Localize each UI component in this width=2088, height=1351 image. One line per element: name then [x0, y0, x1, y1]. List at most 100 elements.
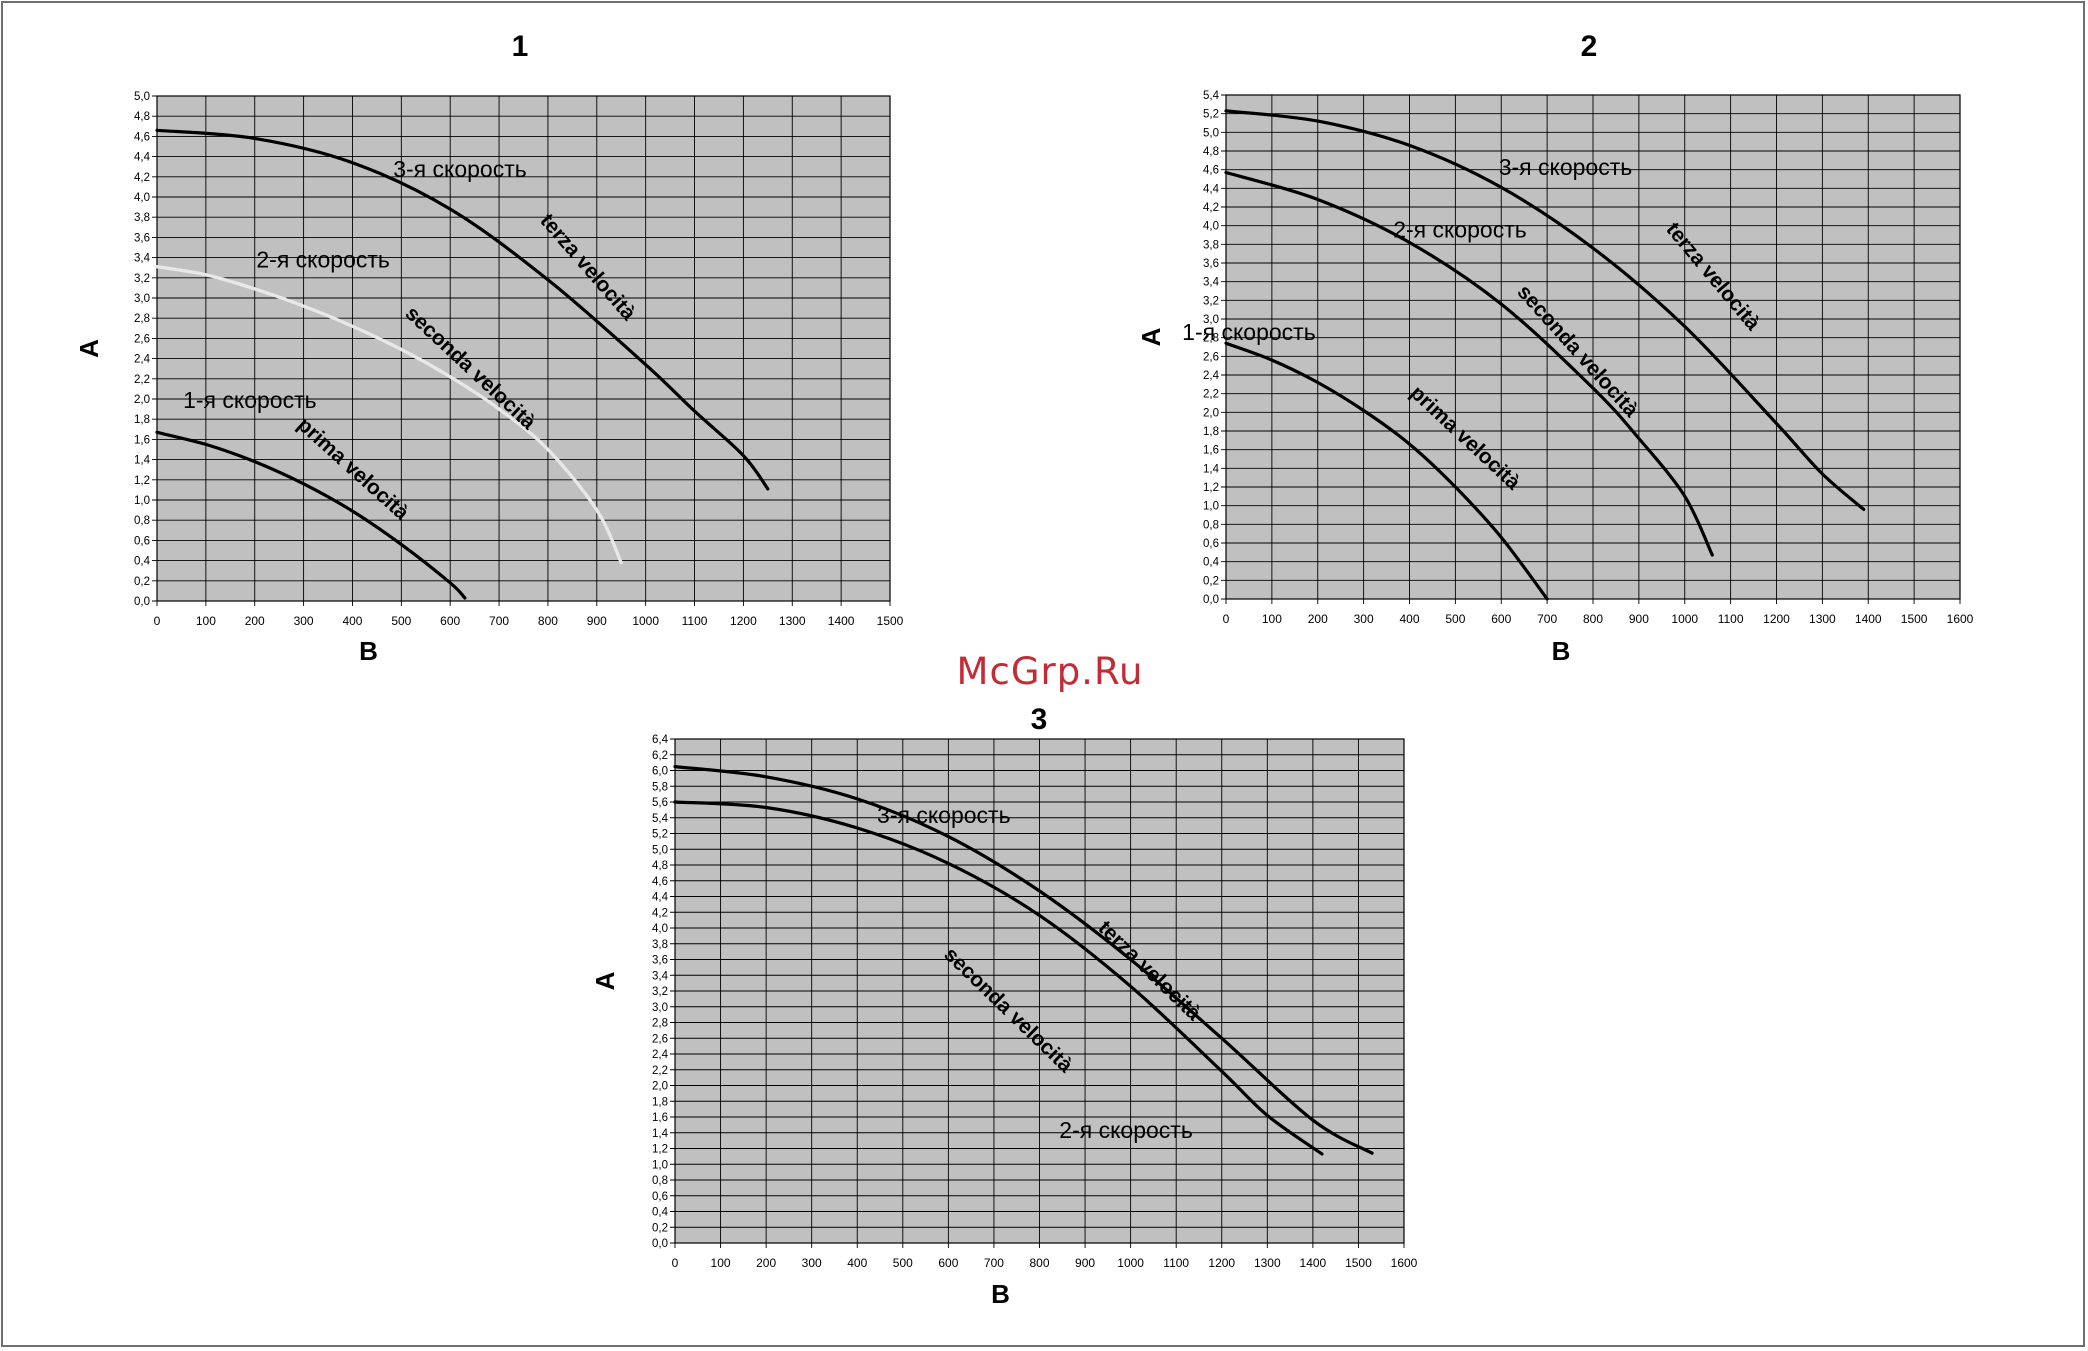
x-tick-label: 1200: [730, 614, 757, 628]
y-tick-label: 4,4: [134, 152, 151, 164]
y-tick-label: 1,8: [1203, 426, 1219, 438]
y-tick-label: 0,6: [134, 535, 150, 547]
x-tick-label: 1300: [1809, 612, 1836, 626]
y-tick-label: 5,2: [1203, 109, 1219, 121]
y-tick-label: 3,0: [1203, 314, 1219, 326]
y-tick-label: 3,4: [652, 970, 669, 982]
y-tick-label: 3,8: [1203, 239, 1219, 251]
curve-label: 3-я скорость: [877, 802, 1011, 828]
y-tick-label: 1,2: [134, 475, 150, 487]
y-tick-label: 3,6: [134, 232, 150, 244]
x-tick-label: 500: [391, 614, 411, 628]
chart-title: 1: [512, 30, 529, 63]
x-axis-label: B: [359, 636, 378, 666]
x-tick-label: 0: [672, 1256, 679, 1270]
x-tick-label: 1100: [1718, 612, 1744, 626]
y-tick-label: 0,0: [652, 1238, 668, 1250]
y-axis-label: A: [590, 971, 620, 990]
x-tick-label: 1500: [1345, 1256, 1372, 1270]
y-tick-label: 3,6: [1203, 258, 1219, 270]
series-line: [155, 128, 770, 491]
x-tick-label: 300: [802, 1256, 822, 1270]
y-tick-label: 1,0: [134, 495, 150, 507]
x-tick-label: 800: [538, 614, 558, 628]
series-line: [1224, 341, 1549, 601]
x-tick-label: 400: [1399, 612, 1419, 626]
x-tick-label: 1600: [1391, 1256, 1418, 1270]
x-tick-label: 1500: [1901, 612, 1928, 626]
series-line: [673, 765, 1374, 1155]
y-tick-label: 5,8: [652, 781, 668, 793]
y-tick-label: 4,8: [134, 111, 150, 123]
y-tick-label: 6,4: [652, 734, 669, 746]
y-tick-label: 0,6: [1203, 538, 1219, 550]
y-tick-label: 4,4: [1203, 183, 1220, 195]
x-tick-label: 1400: [1300, 1256, 1327, 1270]
y-tick-label: 3,2: [134, 273, 150, 285]
y-tick-label: 5,4: [652, 813, 669, 825]
x-tick-label: 1100: [1163, 1256, 1189, 1270]
chart-1: 1 0 100 200 300 400 500 600 700 800 900 1000 1100 120…: [74, 30, 904, 666]
y-tick-label: 0,0: [134, 596, 150, 608]
y-tick-label: 2,2: [652, 1065, 668, 1077]
x-tick-label: 1500: [877, 614, 904, 628]
x-tick-label: 200: [245, 614, 265, 628]
x-tick-label: 1300: [779, 614, 806, 628]
x-tick-label: 1400: [828, 614, 855, 628]
y-tick-label: 0,2: [652, 1222, 668, 1234]
x-tick-label: 900: [1075, 1256, 1095, 1270]
y-tick-label: 4,8: [652, 860, 668, 872]
y-tick-label: 0,4: [134, 556, 151, 568]
y-tick-label: 3,6: [652, 955, 668, 967]
y-tick-label: 0,4: [1203, 557, 1220, 569]
y-tick-label: 0,2: [134, 576, 150, 588]
y-tick-label: 2,0: [1203, 407, 1219, 419]
chart-title: 2: [1581, 30, 1598, 63]
y-tick-label: 1,8: [134, 414, 150, 426]
curve-label: 2-я скорость: [1393, 216, 1527, 242]
chart-2: 2 0 100 200 300 400 500 600 700 800 900 1000 1100 120…: [1136, 30, 1974, 666]
y-tick-label: 2,0: [652, 1081, 668, 1093]
y-tick-label: 2,2: [1203, 389, 1219, 401]
y-tick-label: 0,6: [652, 1191, 668, 1203]
y-tick-label: 2,6: [652, 1033, 668, 1045]
curve-label: 1-я скорость: [183, 387, 317, 413]
series-line: [155, 430, 467, 600]
x-tick-label: 300: [1354, 612, 1374, 626]
y-tick-label: 4,0: [1203, 221, 1219, 233]
y-tick-label: 0,8: [1203, 519, 1219, 531]
chart-title: 3: [1031, 703, 1048, 736]
x-tick-label: 100: [711, 1256, 731, 1270]
series-line: [1224, 109, 1866, 511]
x-tick-label: 200: [1308, 612, 1328, 626]
y-tick-label: 2,6: [134, 333, 150, 345]
y-tick-label: 2,8: [134, 313, 150, 325]
y-tick-label: 1,8: [652, 1096, 668, 1108]
x-tick-label: 1200: [1208, 1256, 1235, 1270]
y-tick-label: 0,8: [652, 1175, 668, 1187]
y-tick-label: 1,6: [652, 1112, 668, 1124]
y-tick-label: 5,6: [652, 797, 668, 809]
x-tick-label: 700: [489, 614, 509, 628]
y-tick-label: 3,0: [652, 1002, 668, 1014]
y-tick-label: 1,2: [652, 1144, 668, 1156]
y-tick-label: 4,6: [652, 876, 668, 888]
y-tick-label: 4,2: [652, 907, 668, 919]
x-tick-label: 500: [1445, 612, 1465, 626]
curve-label: 1-я скорость: [1182, 319, 1316, 345]
x-tick-label: 1000: [1671, 612, 1698, 626]
y-axis-label: A: [1136, 327, 1166, 346]
y-tick-label: 5,0: [1203, 127, 1219, 139]
x-tick-label: 600: [938, 1256, 958, 1270]
x-tick-label: 900: [1629, 612, 1649, 626]
chart-3: 3 0 100 200 300 400 500 600 700 800 900 1000 1100 120…: [590, 703, 1418, 1309]
y-tick-label: 2,0: [134, 394, 150, 406]
y-tick-label: 2,8: [1203, 333, 1219, 345]
y-tick-label: 3,2: [1203, 295, 1219, 307]
y-tick-label: 2,4: [134, 354, 151, 366]
y-tick-label: 3,4: [1203, 277, 1220, 289]
y-tick-label: 5,2: [652, 829, 668, 841]
y-tick-label: 0,2: [1203, 575, 1219, 587]
